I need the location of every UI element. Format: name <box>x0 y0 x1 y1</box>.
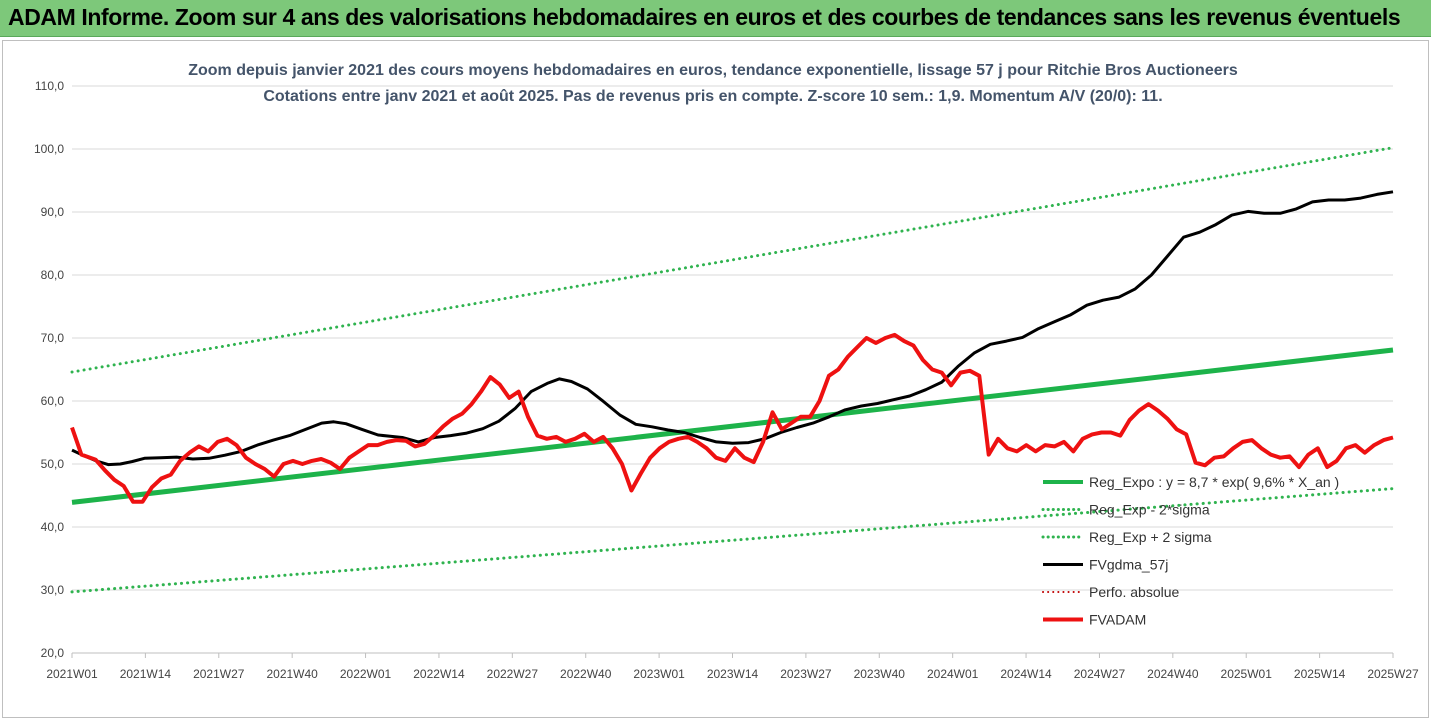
x-tick-label: 2023W40 <box>854 667 906 681</box>
x-tick-label: 2022W01 <box>340 667 392 681</box>
y-tick-label: 90,0 <box>41 205 65 219</box>
x-tick-label: 2024W40 <box>1147 667 1199 681</box>
chart-frame: Zoom depuis janvier 2021 des cours moyen… <box>2 40 1429 718</box>
x-tick-label: 2023W14 <box>707 667 759 681</box>
legend-label: Reg_Exp + 2 sigma <box>1089 529 1212 545</box>
series-line-reg-expo-y-8-7-exp-9-6-x-an <box>71 347 1394 505</box>
y-tick-label: 100,0 <box>34 142 64 156</box>
y-axis: 20,0 30,0 40,0 50,0 60,0 70,0 80,0 90,0 100,0 110… <box>34 79 64 660</box>
x-tick-label: 2022W14 <box>413 667 465 681</box>
x-tick-label: 2022W27 <box>487 667 539 681</box>
x-tick-label: 2024W01 <box>927 667 979 681</box>
x-tick-label: 2025W01 <box>1221 667 1273 681</box>
x-tick-label: 2025W27 <box>1367 667 1419 681</box>
series-line-reg-exp-2-sigma <box>70 487 1395 594</box>
x-tick-label: 2024W27 <box>1074 667 1126 681</box>
series-line-reg-exp-2-sigma <box>70 146 1395 374</box>
y-tick-label: 40,0 <box>41 520 65 534</box>
y-tick-label: 60,0 <box>41 394 65 408</box>
legend: Reg_Expo : y = 8,7 * exp( 9,6% * X_an ) R… <box>1041 474 1339 628</box>
y-tick-label: 110,0 <box>35 79 64 93</box>
legend-label: Reg_Expo : y = 8,7 * exp( 9,6% * X_an ) <box>1089 474 1339 490</box>
y-tick-label: 50,0 <box>41 457 65 471</box>
x-tick-label: 2021W14 <box>120 667 172 681</box>
report-title: ADAM Informe. Zoom sur 4 ans des valoris… <box>8 4 1401 30</box>
x-tick-label: 2021W27 <box>193 667 245 681</box>
y-tick-label: 30,0 <box>41 583 65 597</box>
legend-label: Perfo. absolue <box>1089 584 1179 600</box>
chart: Zoom depuis janvier 2021 des cours moyen… <box>34 62 1419 681</box>
x-tick-label: 2024W14 <box>1000 667 1052 681</box>
legend-label: FVgdma_57j <box>1089 557 1168 573</box>
x-tick-label: 2023W01 <box>633 667 685 681</box>
x-tick-label: 2025W14 <box>1294 667 1346 681</box>
report-banner: ADAM Informe. Zoom sur 4 ans des valoris… <box>0 0 1431 37</box>
series-line-fvadam <box>70 332 1394 504</box>
x-axis: 2021W01 2021W14 2021W27 2021W40 2022W01 2022W… <box>46 653 1419 681</box>
chart-subtitle: Cotations entre janv 2021 et août 2025. … <box>263 88 1162 105</box>
legend-label: Reg_Exp - 2*sigma <box>1089 502 1210 518</box>
y-tick-label: 20,0 <box>41 646 65 660</box>
y-tick-label: 70,0 <box>41 331 65 345</box>
x-tick-label: 2022W40 <box>560 667 612 681</box>
series-layer <box>70 146 1395 594</box>
x-tick-label: 2021W40 <box>266 667 318 681</box>
gridlines <box>72 85 1393 654</box>
legend-label: FVADAM <box>1089 612 1146 628</box>
chart-title: Zoom depuis janvier 2021 des cours moyen… <box>188 62 1238 79</box>
series-line-fvgdma-57j <box>71 190 1394 467</box>
y-tick-label: 80,0 <box>41 268 65 282</box>
x-tick-label: 2021W01 <box>46 667 98 681</box>
x-tick-label: 2023W27 <box>780 667 832 681</box>
